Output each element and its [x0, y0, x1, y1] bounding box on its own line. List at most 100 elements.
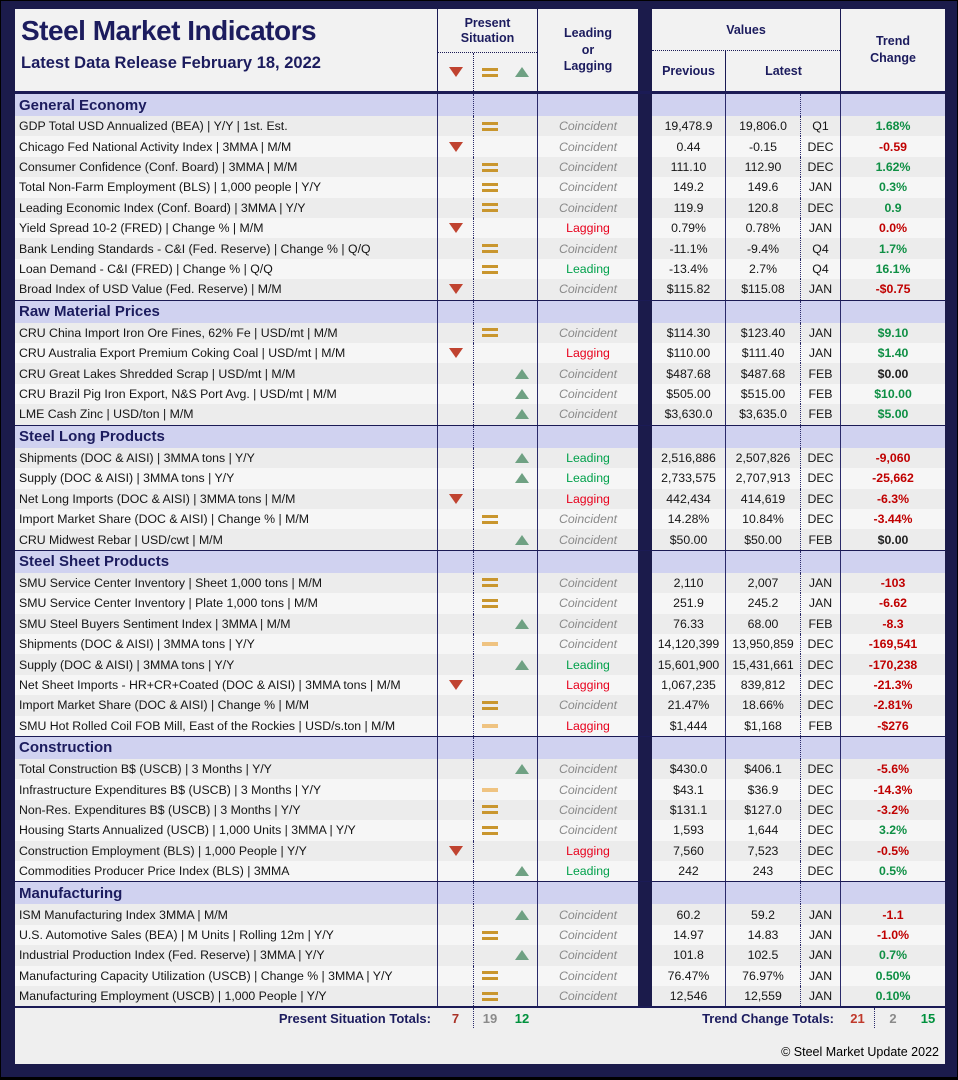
situation-neutral-cell [474, 468, 506, 488]
situation-neutral-cell [474, 654, 506, 674]
situation-neutral-cell [474, 841, 506, 861]
situation-neutral-cell [474, 489, 506, 509]
situation-neutral-cell [474, 363, 506, 383]
column-divider [638, 508, 652, 530]
down-triangle-icon [448, 348, 463, 359]
equals-icon [482, 598, 498, 608]
section-title: Steel Sheet Products [15, 550, 438, 573]
latest-value: 149.6 [726, 177, 801, 198]
latest-value: $115.08 [726, 279, 801, 300]
previous-value: $110.00 [652, 343, 726, 364]
latest-value: $406.1 [726, 758, 801, 780]
period-cell [801, 736, 841, 759]
column-divider [638, 197, 652, 219]
indicator-row: CRU Midwest Rebar | USD/cwt | M/M Coinci… [15, 529, 945, 550]
leading-lagging-value: Coincident [558, 948, 618, 963]
situation-up-cell [506, 593, 538, 614]
period-label: FEB [801, 613, 841, 634]
equals-icon [482, 162, 498, 172]
indicator-name: Loan Demand - C&I (FRED) | Change % | Q/… [15, 258, 438, 280]
situation-down-cell [438, 197, 474, 219]
situation-neutral-cell [474, 634, 506, 654]
column-divider [638, 279, 652, 300]
equals-icon [482, 328, 498, 338]
indicator-row: Loan Demand - C&I (FRED) | Change % | Q/… [15, 258, 945, 280]
situation-up-cell [506, 322, 538, 344]
situation-down-cell [438, 840, 474, 861]
trend-change-value: -3.44% [873, 512, 913, 527]
column-header-values: Values Previous Latest [652, 9, 841, 91]
situation-neutral-cell [474, 343, 506, 363]
period-label: FEB [801, 383, 841, 405]
indicator-row: Construction Employment (BLS) | 1,000 Pe… [15, 840, 945, 861]
trend-change-value: -170,238 [868, 657, 918, 672]
indicator-name: CRU China Import Iron Ore Fines, 62% Fe … [15, 322, 438, 344]
trend-change-value: 1.7% [878, 241, 908, 256]
period-cell [801, 94, 841, 116]
column-divider [638, 322, 652, 344]
trend-change-value: -6.62 [878, 596, 908, 611]
column-divider [638, 633, 652, 655]
indicator-name: Import Market Share (DOC & AISI) | Chang… [15, 695, 438, 716]
indicator-row: Manufacturing Capacity Utilization (USCB… [15, 965, 945, 987]
situation-up-cell [506, 965, 538, 987]
previous-value: $430.0 [652, 758, 726, 780]
period-cell [801, 882, 841, 905]
situation-neutral-cell [474, 259, 506, 279]
symbol-cell-neutral [474, 53, 506, 91]
leading-lagging-value: Coincident [558, 366, 618, 381]
previous-value: -11.1% [652, 238, 726, 259]
trend-cell [841, 300, 945, 323]
previous-value: 1,593 [652, 820, 726, 841]
indicator-row: Supply (DOC & AISI) | 3MMA tons | Y/Y Le… [15, 654, 945, 675]
indicator-name: Infrastructure Expenditures B$ (USCB) | … [15, 779, 438, 800]
leading-lagging-value: Coincident [558, 968, 618, 983]
situation-neutral-cell [474, 136, 506, 156]
equals-icon [482, 971, 498, 981]
situation-down-cell [438, 633, 474, 655]
indicator-row: Net Sheet Imports - HR+CR+Coated (DOC & … [15, 674, 945, 696]
leadlag-line-1: Leading [564, 25, 612, 40]
trend-change-value: -0.59 [878, 139, 908, 154]
period-label: JAN [801, 343, 841, 364]
period-label: JAN [801, 986, 841, 1007]
indicator-row: Shipments (DOC & AISI) | 3MMA tons | Y/Y… [15, 633, 945, 655]
previous-cell [652, 736, 726, 759]
leading-lagging-value: Coincident [558, 637, 618, 652]
situation-neutral-cell [474, 279, 506, 299]
leading-lagging-value: Coincident [558, 119, 618, 134]
period-label: DEC [801, 488, 841, 509]
copyright-text: © Steel Market Update 2022 [781, 1045, 939, 1060]
situation-down-cell [438, 779, 474, 800]
section-header: Steel Long Products [15, 424, 945, 448]
column-divider [638, 882, 652, 905]
up-triangle-icon [514, 659, 529, 670]
latest-value: $111.40 [726, 343, 801, 364]
section-title: Construction [15, 736, 438, 759]
indicator-name: SMU Service Center Inventory | Sheet 1,0… [15, 572, 438, 594]
period-label: DEC [801, 799, 841, 821]
column-divider [638, 654, 652, 675]
indicator-name: CRU Midwest Rebar | USD/cwt | M/M [15, 529, 438, 550]
indicator-row: Consumer Confidence (Conf. Board) | 3MMA… [15, 156, 945, 178]
situation-down-cell [438, 238, 474, 259]
latest-value: 839,812 [726, 674, 801, 696]
period-label: FEB [801, 363, 841, 384]
leading-lagging-value: Coincident [558, 160, 618, 175]
column-divider [638, 447, 652, 469]
period-label: DEC [801, 156, 841, 178]
period-label: JAN [801, 965, 841, 987]
down-triangle-icon [448, 845, 463, 856]
trend-change-value: -6.3% [876, 491, 910, 506]
leading-lagging-value: Coincident [558, 989, 618, 1004]
leading-lagging-value: Coincident [558, 698, 618, 713]
down-triangle-icon [448, 284, 463, 295]
previous-cell [652, 300, 726, 323]
leading-lagging-value: Coincident [558, 200, 618, 215]
column-divider [638, 965, 652, 987]
situation-up-cell [506, 447, 538, 469]
situation-up-cell [506, 820, 538, 841]
release-date-subtitle: Latest Data Release February 18, 2022 [21, 54, 321, 72]
period-label: JAN [801, 322, 841, 344]
